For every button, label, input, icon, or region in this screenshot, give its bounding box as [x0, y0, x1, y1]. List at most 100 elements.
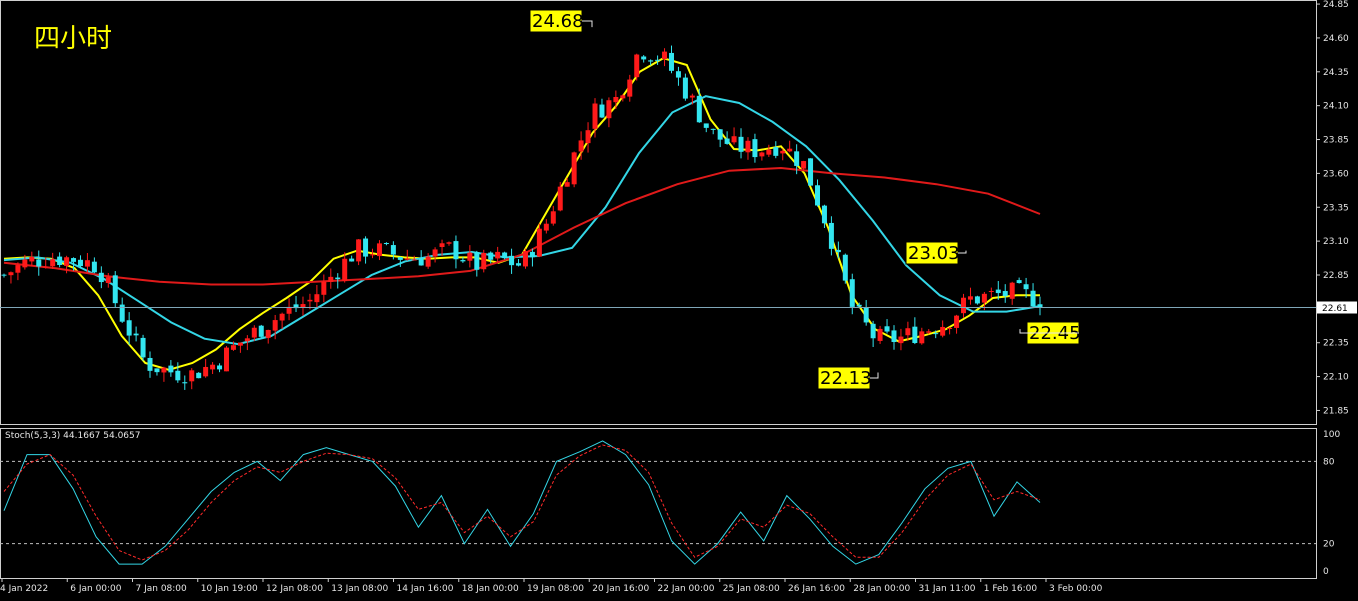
candle-body — [370, 254, 376, 256]
candle-body — [821, 205, 827, 224]
candle-body — [717, 129, 723, 140]
candle-body — [84, 260, 90, 267]
candle-body — [648, 60, 654, 62]
candle-body — [668, 52, 674, 71]
time-tick-label: 28 Jan 00:00 — [853, 584, 910, 594]
candle-body — [300, 304, 306, 308]
candle-body — [43, 266, 49, 268]
candle-body — [279, 313, 285, 321]
candle-body — [835, 249, 841, 253]
candle-body — [230, 345, 236, 350]
annotation-leader — [870, 372, 879, 379]
candle-body — [509, 255, 515, 266]
candle-body — [390, 245, 396, 255]
candle-body — [119, 304, 125, 322]
candle-body — [898, 336, 904, 344]
moving-average-line — [3, 95, 1041, 346]
time-tick-label: 7 Jan 08:00 — [136, 584, 188, 594]
candle-body — [828, 222, 834, 249]
candle-body — [815, 185, 821, 206]
stoch-panel-frame — [0, 428, 1317, 579]
candle-body — [91, 261, 97, 273]
time-tick-label: 6 Jan 00:00 — [70, 584, 122, 594]
candle-body — [592, 103, 598, 129]
current-price-label: 22.61 — [1322, 304, 1348, 314]
candle-body — [36, 259, 42, 267]
annotation-leader — [958, 250, 967, 254]
price-tick-label: 22.10 — [1323, 373, 1349, 383]
candle-body — [933, 333, 939, 335]
candle-body — [460, 260, 466, 262]
candle-body — [926, 331, 932, 333]
candle-body — [912, 326, 918, 343]
stoch-tick-label: 100 — [1323, 430, 1340, 440]
candle-body — [112, 275, 118, 304]
candle-body — [578, 140, 584, 152]
price-tick-label: 24.10 — [1323, 102, 1349, 112]
candle-body — [376, 243, 382, 257]
candle-body — [363, 238, 369, 257]
candle-body — [29, 256, 35, 262]
candle-body — [780, 150, 786, 154]
candle-body — [453, 241, 459, 260]
time-tick-label: 4 Jan 2022 — [0, 584, 48, 594]
candle-body — [168, 365, 174, 373]
candle-body — [105, 277, 111, 283]
main-panel-frame — [0, 0, 1317, 425]
candle-body — [870, 323, 876, 339]
candle-body — [1002, 291, 1008, 297]
price-tick-label: 23.85 — [1323, 136, 1349, 146]
moving-average-line — [3, 166, 1041, 286]
candle-body — [988, 290, 994, 292]
price-tick-label: 22.85 — [1323, 271, 1349, 281]
candle-body — [967, 296, 973, 300]
candle-body — [258, 325, 264, 337]
candle-body — [71, 258, 77, 262]
time-tick-label: 20 Jan 16:00 — [592, 584, 649, 594]
candle-body — [634, 54, 640, 78]
time-tick-label: 19 Jan 08:00 — [527, 584, 584, 594]
candle-body — [210, 364, 216, 370]
candle-body — [356, 239, 362, 262]
candle-body — [161, 367, 167, 373]
chart-title: 四小时 — [34, 24, 112, 54]
candle-body — [64, 257, 70, 266]
candle-body — [126, 320, 132, 336]
candle-body — [1, 274, 7, 276]
candle-body — [98, 272, 104, 283]
time-tick-label: 1 Feb 16:00 — [984, 584, 1038, 594]
candle-body — [1030, 290, 1036, 307]
candle-body — [613, 96, 619, 103]
candle-body — [147, 357, 153, 371]
time-tick-label: 26 Jan 16:00 — [788, 584, 845, 594]
candle-body — [863, 307, 869, 323]
candle-body — [272, 320, 278, 331]
price-annotation-label: 24.68 — [532, 11, 584, 32]
candle-body — [481, 252, 487, 270]
candle-body — [995, 289, 1001, 294]
candle-body — [724, 138, 730, 144]
candle-body — [710, 128, 716, 130]
candle-body — [314, 294, 320, 303]
annotation-leader — [582, 20, 593, 28]
candle-body — [495, 251, 501, 259]
candle-body — [223, 347, 229, 372]
candle-body — [1023, 284, 1029, 290]
candle-body — [801, 161, 807, 169]
candle-body — [752, 139, 758, 158]
candle-body — [662, 51, 668, 60]
candle-body — [1009, 282, 1015, 299]
time-tick-label: 25 Jan 08:00 — [723, 584, 780, 594]
candle-body — [974, 296, 980, 304]
candle-body — [675, 71, 681, 78]
candle-body — [328, 276, 334, 282]
candle-body — [731, 136, 737, 143]
candle-body — [543, 223, 549, 231]
price-tick-label: 24.35 — [1323, 68, 1349, 78]
time-tick-label: 13 Jan 08:00 — [331, 584, 388, 594]
candle-body — [599, 104, 605, 118]
candle-body — [432, 249, 438, 257]
candle-body — [1016, 280, 1022, 284]
time-tick-label: 22 Jan 00:00 — [658, 584, 715, 594]
